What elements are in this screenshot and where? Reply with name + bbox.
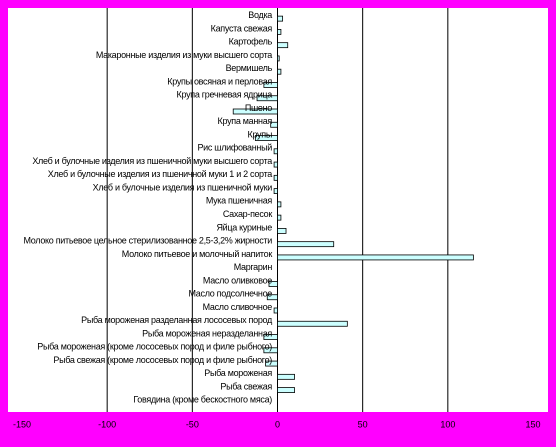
bar: [277, 227, 287, 234]
bar: [263, 347, 278, 354]
y-tick-label: Масло сливочное: [203, 302, 273, 312]
x-tick-label: -50: [186, 419, 199, 429]
y-tick-label: Молоко питьевое и молочный напиток: [122, 249, 273, 259]
y-tick-label: Пшено: [245, 103, 272, 113]
bar: [263, 334, 278, 340]
x-tick-label: 50: [358, 419, 368, 429]
bar: [277, 373, 295, 380]
bar: [273, 161, 278, 168]
y-tick-label: Крупы: [248, 129, 273, 139]
y-tick-label: Макаронные изделия из муки высшего сорта: [96, 50, 272, 60]
x-tick-label: -150: [13, 419, 31, 429]
y-tick-label: Капуста свежая: [211, 23, 273, 33]
y-tick-label: Яйца куриные: [216, 222, 272, 232]
bar: [270, 121, 278, 128]
bar: [277, 387, 295, 394]
bar: [273, 307, 278, 314]
bar: [256, 95, 278, 102]
bar: [277, 241, 335, 248]
y-tick-label: Крупа манная: [218, 116, 273, 126]
y-tick-label: Хлеб и булочные изделия из пшеничной мук…: [48, 169, 273, 179]
y-tick-label: Водка: [248, 10, 272, 20]
x-tick-label: 0: [275, 419, 280, 429]
y-tick-label: Рыба свежая (кроме лососевых пород и фил…: [53, 355, 272, 365]
y-tick-label: Рис шлифованный: [197, 143, 272, 153]
y-tick-label: Крупы овсяная и перловая: [167, 76, 272, 86]
y-tick-label: Рыба мороженая неразделанная: [142, 328, 272, 338]
bar: [273, 174, 278, 181]
bar: [277, 254, 474, 261]
bar: [277, 15, 284, 22]
y-tick-label: Говядина (кроме бескостного мяса): [133, 395, 272, 405]
y-tick-label: Мука пшеничная: [206, 196, 273, 206]
x-tick-label: 150: [525, 419, 540, 429]
bar: [277, 201, 282, 208]
y-tick-label: Масло подсолнечное: [188, 289, 272, 299]
y-tick-label: Масло оливковое: [203, 275, 272, 285]
bar: [277, 42, 289, 49]
bar: [277, 320, 348, 327]
bar: [254, 135, 278, 141]
y-tick-label: Хлеб и булочные изделия из пшеничной мук…: [93, 182, 273, 192]
y-tick-label: Сахар-песок: [223, 209, 272, 219]
y-tick-label: Рыба мороженая: [204, 368, 272, 378]
x-tick-label: 100: [440, 419, 455, 429]
bar: [277, 55, 280, 62]
y-tick-label: Маргарин: [234, 262, 273, 272]
x-tick-label: -100: [98, 419, 116, 429]
y-tick-label: Крупа гречневая ядрица: [177, 90, 273, 100]
y-tick-label: Молоко питьевое цельное стерилизованное …: [23, 236, 272, 246]
bar: [268, 281, 278, 287]
bar: [265, 360, 278, 367]
bar: [232, 108, 278, 115]
bar: [277, 68, 282, 75]
y-tick-label: Хлеб и булочные изделия из пшеничной мук…: [32, 156, 272, 166]
bar: [273, 148, 278, 155]
bar: [266, 294, 278, 301]
y-tick-label: Картофель: [229, 37, 273, 47]
y-tick-label: Рыба мороженая (кроме лососевых пород и …: [37, 342, 272, 352]
y-tick-label: Вермишель: [226, 63, 273, 73]
y-tick-label: Рыба мороженая разделанная лососевых пор…: [81, 315, 273, 325]
y-tick-label: Рыба свежая: [220, 381, 272, 391]
bar: [277, 28, 282, 35]
bar: [263, 82, 278, 88]
bar: [273, 188, 278, 195]
bar: [277, 214, 282, 221]
